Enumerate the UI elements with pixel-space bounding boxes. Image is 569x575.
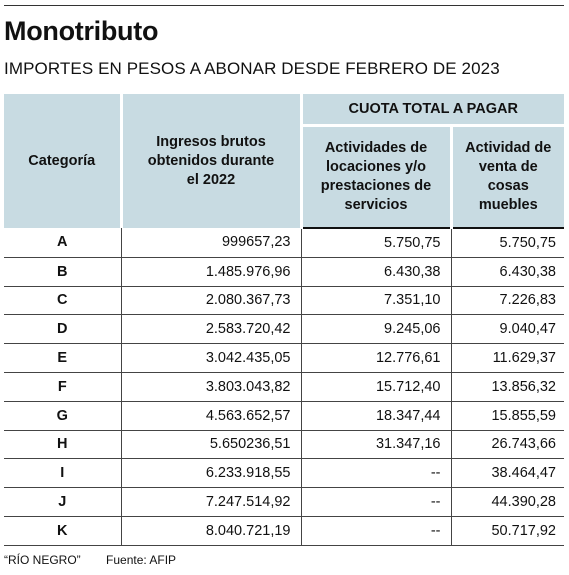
- header-servicios-text: Actividades de locaciones y/o prestacion…: [320, 140, 432, 213]
- cell-servicios: 9.245,06: [301, 314, 452, 345]
- cell-ingresos: 1.485.976,96: [121, 257, 302, 287]
- cell-servicios: --: [301, 516, 452, 546]
- cell-servicios: 12.776,61: [301, 343, 452, 373]
- top-rule: [4, 5, 564, 6]
- cell-ingresos: 3.042.435,05: [121, 343, 302, 373]
- header-ingresos-text: Ingresos brutos obtenidos durante el 202…: [147, 133, 275, 188]
- table-row: K 8.040.721,19 -- 50.717,92: [4, 516, 564, 546]
- table-row: G 4.563.652,57 18.347,44 15.855,59: [4, 401, 564, 431]
- cell-categoria: F: [4, 372, 122, 402]
- cell-muebles: 11.629,37: [451, 343, 564, 373]
- table-row: F 3.803.043,82 15.712,40 13.856,32: [4, 372, 564, 402]
- table-row: A 999657,23 5.750,75 5.750,75: [4, 228, 564, 258]
- cell-muebles: 38.464,47: [451, 458, 564, 489]
- cell-categoria: H: [4, 430, 122, 460]
- table-row: J 7.247.514,92 -- 44.390,28: [4, 487, 564, 517]
- cell-servicios: --: [301, 458, 452, 489]
- cell-muebles: 6.430,38: [451, 257, 564, 287]
- table-row: D 2.583.720,42 9.245,06 9.040,47: [4, 314, 564, 345]
- page-subtitle: IMPORTES EN PESOS A ABONAR DESDE FEBRERO…: [4, 59, 500, 78]
- cell-ingresos: 999657,23: [121, 228, 302, 258]
- cell-servicios: 31.347,16: [301, 430, 452, 460]
- cell-muebles: 5.750,75: [451, 228, 564, 258]
- table-row: C 2.080.367,73 7.351,10 7.226,83: [4, 286, 564, 316]
- cell-muebles: 50.717,92: [451, 516, 564, 546]
- cell-servicios: --: [301, 487, 452, 517]
- cell-ingresos: 2.583.720,42: [121, 314, 302, 345]
- cell-categoria: I: [4, 458, 122, 489]
- cell-muebles: 26.743,66: [451, 430, 564, 460]
- footer: “RÍO NEGRO” Fuente: AFIP: [4, 552, 176, 568]
- cell-servicios: 7.351,10: [301, 286, 452, 316]
- cell-servicios: 15.712,40: [301, 372, 452, 402]
- cell-ingresos: 7.247.514,92: [121, 487, 302, 517]
- cell-muebles: 13.856,32: [451, 372, 564, 402]
- table-row: I 6.233.918,55 -- 38.464,47: [4, 458, 564, 489]
- header-ingresos: Ingresos brutos obtenidos durante el 202…: [119, 94, 303, 228]
- page-title: Monotributo: [4, 16, 159, 46]
- cell-categoria: D: [4, 314, 122, 345]
- cell-muebles: 44.390,28: [451, 487, 564, 517]
- table-row: E 3.042.435,05 12.776,61 11.629,37: [4, 343, 564, 373]
- table-row: B 1.485.976,96 6.430,38 6.430,38: [4, 257, 564, 287]
- cell-servicios: 18.347,44: [301, 401, 452, 431]
- table-row: H 5.650236,51 31.347,16 26.743,66: [4, 430, 564, 460]
- cell-servicios: 6.430,38: [301, 257, 452, 287]
- cell-categoria: C: [4, 286, 122, 316]
- cell-ingresos: 6.233.918,55: [121, 458, 302, 489]
- cell-muebles: 7.226,83: [451, 286, 564, 316]
- cell-categoria: K: [4, 516, 122, 546]
- cell-categoria: G: [4, 401, 122, 431]
- cell-categoria: E: [4, 343, 122, 373]
- cell-muebles: 9.040,47: [451, 314, 564, 345]
- cell-servicios: 5.750,75: [301, 228, 452, 258]
- cell-categoria: A: [4, 228, 122, 258]
- footer-credit: “RÍO NEGRO”: [4, 553, 81, 567]
- cell-categoria: B: [4, 257, 122, 287]
- cell-categoria: J: [4, 487, 122, 517]
- cell-ingresos: 4.563.652,57: [121, 401, 302, 431]
- header-muebles-text: Actividad de venta de cosas muebles: [465, 140, 552, 213]
- cell-ingresos: 3.803.043,82: [121, 372, 302, 402]
- table-body: A 999657,23 5.750,75 5.750,75 B 1.485.97…: [4, 228, 564, 546]
- cell-ingresos: 5.650236,51: [121, 430, 302, 460]
- cell-muebles: 15.855,59: [451, 401, 564, 431]
- header-servicios: Actividades de locaciones y/o prestacion…: [299, 125, 453, 229]
- cell-ingresos: 8.040.721,19: [121, 516, 302, 546]
- footer-source: Fuente: AFIP: [106, 553, 177, 567]
- cell-ingresos: 2.080.367,73: [121, 286, 302, 316]
- header-categoria: Categoría: [4, 94, 123, 228]
- header-cuota-total: CUOTA TOTAL A PAGAR: [299, 94, 564, 127]
- monotributo-table: Categoría Ingresos brutos obtenidos dura…: [4, 94, 564, 546]
- header-muebles: Actividad de venta de cosas muebles: [449, 125, 564, 229]
